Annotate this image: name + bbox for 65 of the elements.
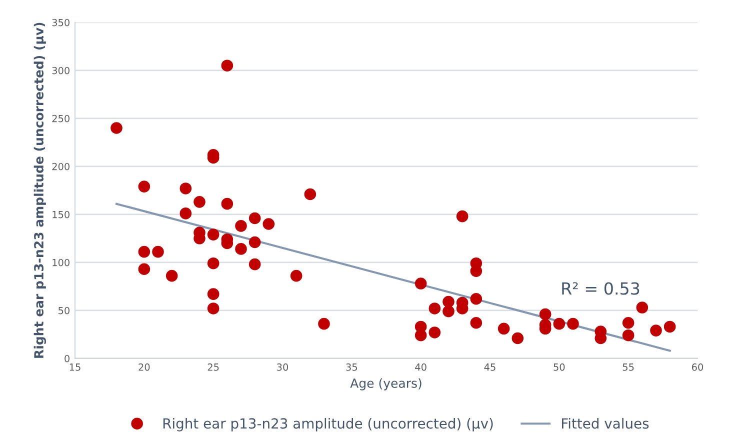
x-tick-label: 50 [554, 363, 565, 371]
point [622, 316, 634, 329]
x-tick-label: 25 [208, 363, 219, 371]
y-tick-label: 300 [52, 66, 70, 74]
y-tick-label: 100 [52, 258, 70, 266]
point [470, 292, 482, 305]
point [194, 196, 206, 208]
point [207, 257, 220, 270]
point [650, 324, 662, 336]
point [304, 188, 316, 200]
point [221, 198, 234, 210]
point [110, 122, 122, 134]
y-tick-label: 350 [52, 18, 70, 26]
point [207, 228, 220, 240]
point [138, 180, 150, 192]
x-tick-label: 15 [70, 364, 80, 371]
point [512, 332, 524, 344]
x-tick-label: 55 [622, 364, 634, 371]
point [456, 210, 468, 222]
point [248, 212, 261, 224]
point [539, 308, 552, 320]
legend-label: Fitted values [562, 418, 649, 429]
point [207, 302, 220, 314]
point [180, 182, 192, 194]
point [221, 60, 234, 72]
y-tick-label: 150 [52, 210, 70, 218]
point [414, 278, 427, 290]
point [152, 246, 164, 258]
point [470, 316, 482, 329]
point [428, 302, 441, 314]
x-tick-label: 60 [692, 363, 704, 371]
legend-label: Right ear p13-n23 amplitude (uncorrected) (µv) [163, 418, 493, 432]
point [636, 302, 648, 314]
x-tick-label: 45 [484, 364, 496, 371]
y-tick-label: 50 [58, 306, 70, 314]
x-tick-label: 20 [138, 363, 150, 371]
point [166, 270, 178, 282]
point [318, 318, 330, 330]
point [138, 263, 150, 276]
point [290, 270, 302, 282]
point [664, 320, 676, 333]
y-tick-label: 250 [52, 114, 70, 122]
point [567, 318, 579, 330]
point [262, 218, 275, 230]
x-tick-label: 35 [346, 363, 358, 371]
x-tick-label: 30 [277, 363, 288, 371]
point [498, 322, 510, 335]
y-tick-label: 200 [52, 162, 70, 170]
y-tick-label: 0 [64, 354, 70, 362]
point [428, 326, 441, 338]
point [207, 288, 220, 300]
annotation: R² = 0.53 [562, 282, 640, 295]
y-axis-title: Right ear p13-n23 amplitude (uncorrected) (µv) [34, 22, 46, 358]
point [235, 243, 247, 255]
point [442, 296, 454, 308]
point [622, 329, 634, 342]
point [248, 236, 261, 248]
point [235, 220, 247, 232]
point [442, 305, 454, 318]
point [553, 318, 566, 330]
x-axis-title: Age (years) [350, 378, 422, 390]
point [138, 246, 150, 258]
x-tick-label: 40 [415, 363, 426, 371]
point [248, 258, 261, 270]
point [180, 208, 192, 220]
